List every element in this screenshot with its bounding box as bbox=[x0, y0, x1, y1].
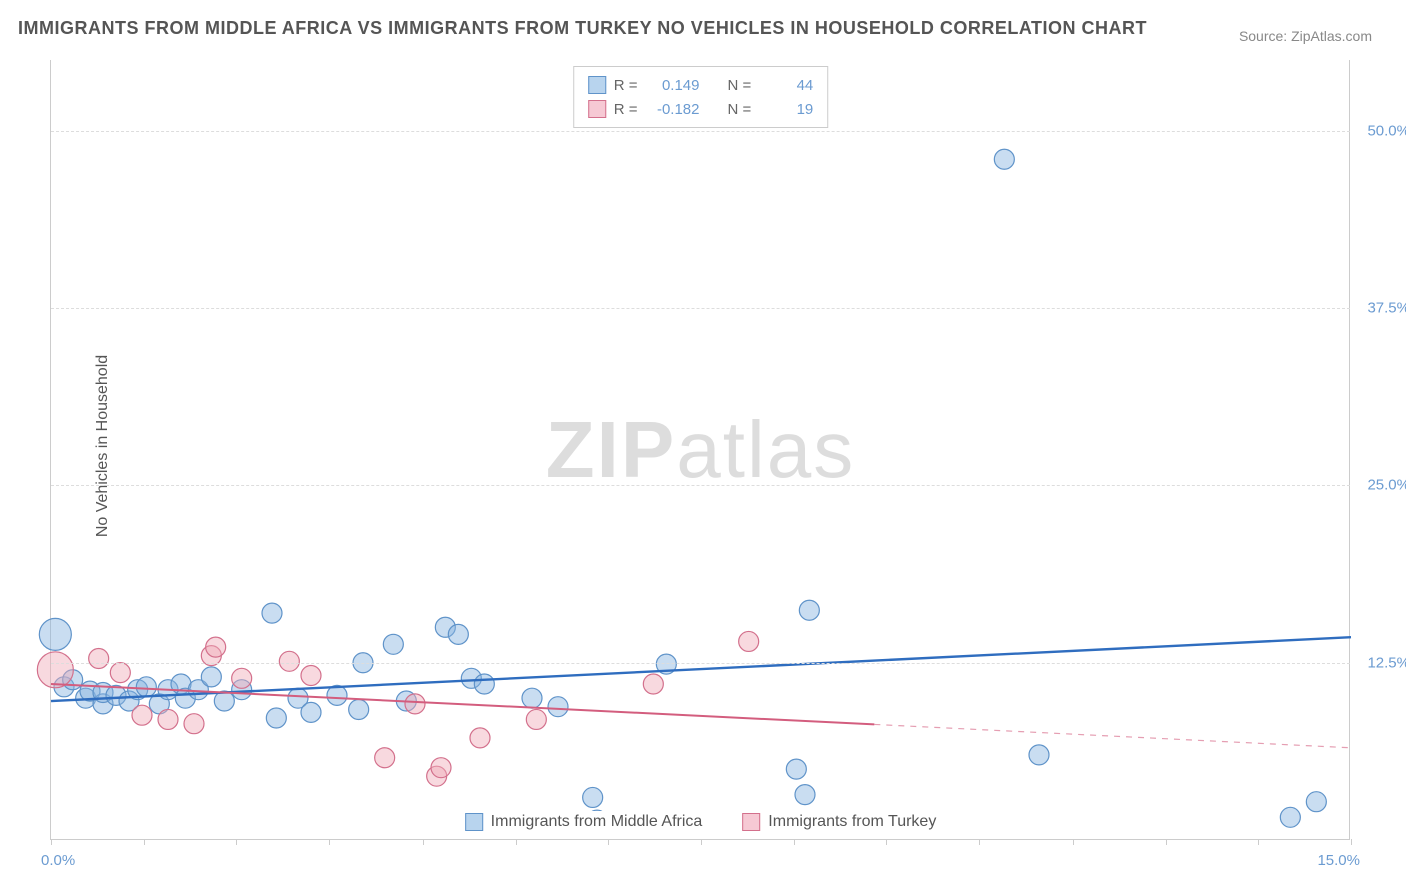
scatter-point bbox=[136, 677, 156, 697]
scatter-point bbox=[1306, 792, 1326, 812]
legend-swatch bbox=[588, 100, 606, 118]
stats-r-label: R = bbox=[614, 77, 638, 94]
x-tick bbox=[701, 839, 702, 845]
stats-n-value: 19 bbox=[759, 101, 813, 118]
scatter-point bbox=[301, 702, 321, 722]
y-tick-label: 25.0% bbox=[1367, 477, 1406, 494]
legend-swatch bbox=[465, 813, 483, 831]
x-tick bbox=[794, 839, 795, 845]
legend-label: Immigrants from Turkey bbox=[768, 813, 936, 831]
y-tick-label: 12.5% bbox=[1367, 654, 1406, 671]
x-tick bbox=[423, 839, 424, 845]
scatter-point bbox=[375, 748, 395, 768]
scatter-point bbox=[739, 631, 759, 651]
scatter-point bbox=[39, 618, 71, 650]
scatter-point bbox=[383, 634, 403, 654]
scatter-point bbox=[470, 728, 490, 748]
scatter-point bbox=[994, 149, 1014, 169]
stats-n-label: N = bbox=[728, 77, 752, 94]
stats-n-value: 44 bbox=[759, 77, 813, 94]
scatter-point bbox=[110, 663, 130, 683]
scatter-point bbox=[132, 705, 152, 725]
x-tick bbox=[51, 839, 52, 845]
x-tick bbox=[979, 839, 980, 845]
legend-swatch bbox=[588, 76, 606, 94]
scatter-point bbox=[266, 708, 286, 728]
scatter-point bbox=[1280, 807, 1300, 827]
x-tick bbox=[516, 839, 517, 845]
scatter-point bbox=[448, 624, 468, 644]
stats-legend-box: R = 0.149 N = 44 R = -0.182 N = 19 bbox=[573, 66, 829, 128]
scatter-point bbox=[431, 758, 451, 778]
gridline bbox=[51, 131, 1350, 132]
legend-label: Immigrants from Middle Africa bbox=[491, 813, 703, 831]
scatter-point bbox=[474, 674, 494, 694]
plot-svg bbox=[51, 60, 1350, 839]
scatter-point bbox=[184, 714, 204, 734]
stats-row: R = 0.149 N = 44 bbox=[588, 73, 814, 97]
scatter-point bbox=[206, 637, 226, 657]
gridline bbox=[51, 663, 1350, 664]
gridline bbox=[51, 485, 1350, 486]
scatter-point bbox=[201, 667, 221, 687]
scatter-point bbox=[799, 600, 819, 620]
gridline bbox=[51, 308, 1350, 309]
scatter-point bbox=[522, 688, 542, 708]
stats-n-label: N = bbox=[728, 101, 752, 118]
scatter-point bbox=[301, 665, 321, 685]
series-legend: Immigrants from Middle Africa Immigrants … bbox=[455, 811, 947, 833]
scatter-point bbox=[1029, 745, 1049, 765]
x-tick bbox=[329, 839, 330, 845]
trend-line-dashed bbox=[874, 724, 1351, 747]
scatter-point bbox=[37, 652, 73, 688]
plot-area: ZIPatlas 0.0% 15.0% R =0.149N =44R =-0.1… bbox=[50, 60, 1350, 840]
x-tick bbox=[1166, 839, 1167, 845]
legend-item: Immigrants from Turkey bbox=[742, 813, 936, 831]
x-tick bbox=[1073, 839, 1074, 845]
stats-r-value: -0.182 bbox=[646, 101, 700, 118]
x-tick bbox=[608, 839, 609, 845]
legend-swatch bbox=[742, 813, 760, 831]
y-tick-label: 37.5% bbox=[1367, 300, 1406, 317]
scatter-point bbox=[548, 697, 568, 717]
x-tick bbox=[1351, 839, 1352, 845]
x-tick bbox=[1258, 839, 1259, 845]
x-axis-max-label: 15.0% bbox=[1317, 852, 1360, 869]
scatter-point bbox=[279, 651, 299, 671]
scatter-point bbox=[158, 709, 178, 729]
stats-row: R = -0.182 N = 19 bbox=[588, 97, 814, 121]
stats-r-label: R = bbox=[614, 101, 638, 118]
scatter-point bbox=[583, 787, 603, 807]
x-tick bbox=[144, 839, 145, 845]
scatter-point bbox=[643, 674, 663, 694]
scatter-point bbox=[405, 694, 425, 714]
stats-r-value: 0.149 bbox=[646, 77, 700, 94]
scatter-point bbox=[262, 603, 282, 623]
scatter-point bbox=[526, 709, 546, 729]
y-tick-label: 50.0% bbox=[1367, 122, 1406, 139]
scatter-point bbox=[232, 668, 252, 688]
scatter-point bbox=[89, 648, 109, 668]
scatter-point bbox=[795, 785, 815, 805]
chart-title: IMMIGRANTS FROM MIDDLE AFRICA VS IMMIGRA… bbox=[18, 18, 1147, 39]
x-axis-min-label: 0.0% bbox=[41, 852, 75, 869]
scatter-point bbox=[786, 759, 806, 779]
x-tick bbox=[886, 839, 887, 845]
chart-source: Source: ZipAtlas.com bbox=[1239, 28, 1372, 44]
x-tick bbox=[236, 839, 237, 845]
scatter-point bbox=[349, 700, 369, 720]
legend-item: Immigrants from Middle Africa bbox=[465, 813, 703, 831]
